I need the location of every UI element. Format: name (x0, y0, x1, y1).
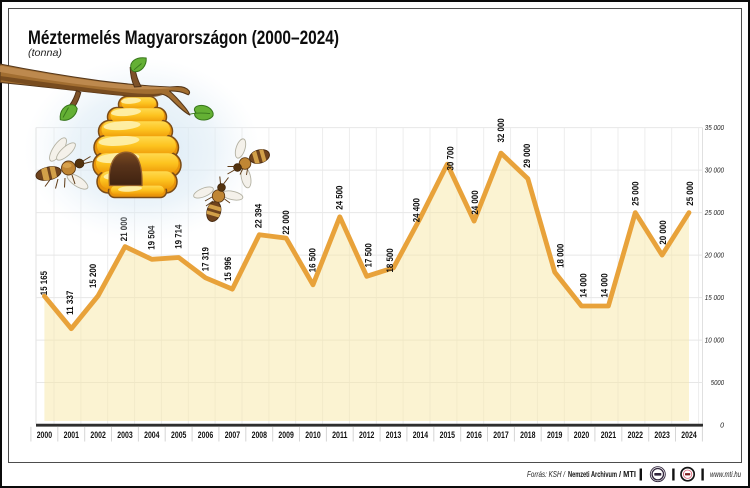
svg-text:14 000: 14 000 (578, 273, 588, 297)
svg-text:2024: 2024 (681, 430, 697, 441)
svg-text:15 996: 15 996 (223, 257, 233, 281)
svg-text:(tonna): (tonna) (28, 47, 62, 59)
svg-text:2015: 2015 (440, 430, 456, 441)
svg-text:32 000: 32 000 (496, 118, 506, 142)
svg-text:29 000: 29 000 (522, 144, 532, 168)
svg-text:2002: 2002 (90, 430, 105, 441)
svg-text:2009: 2009 (278, 430, 293, 441)
svg-text:11 337: 11 337 (65, 291, 75, 315)
svg-text:2000: 2000 (37, 430, 52, 441)
svg-text:20 000: 20 000 (704, 251, 725, 260)
svg-text:2021: 2021 (601, 430, 617, 441)
svg-text:14 000: 14 000 (599, 273, 609, 297)
svg-text:2011: 2011 (332, 430, 348, 441)
svg-text:18 500: 18 500 (385, 248, 395, 272)
svg-text:2005: 2005 (171, 430, 187, 441)
svg-text:2007: 2007 (225, 430, 240, 441)
svg-text:2022: 2022 (628, 430, 643, 441)
svg-text:2006: 2006 (198, 430, 213, 441)
svg-text:24 500: 24 500 (335, 186, 345, 210)
svg-text:10 000: 10 000 (705, 336, 725, 345)
svg-text:2018: 2018 (520, 430, 536, 441)
svg-text:22 394: 22 394 (253, 204, 263, 228)
svg-text:2023: 2023 (654, 430, 669, 441)
svg-text:15 000: 15 000 (705, 293, 725, 302)
svg-text:Nemzeti Archivum: Nemzeti Archivum (568, 470, 617, 479)
svg-text:17 319: 17 319 (201, 247, 211, 271)
svg-text:2019: 2019 (547, 430, 562, 441)
svg-text:0: 0 (720, 421, 725, 430)
svg-text:16 500: 16 500 (308, 248, 318, 272)
svg-text:Méztermelés Magyarországon (20: Méztermelés Magyarországon (2000–2024) (28, 28, 339, 49)
svg-text:5000: 5000 (711, 378, 725, 387)
svg-text:www.mti.hu: www.mti.hu (710, 470, 741, 479)
svg-text:2003: 2003 (117, 430, 132, 441)
svg-text:18 000: 18 000 (555, 244, 565, 268)
svg-text:25 000: 25 000 (704, 208, 725, 217)
svg-text:2010: 2010 (305, 430, 320, 441)
svg-text:24 000: 24 000 (470, 190, 480, 214)
svg-text:2016: 2016 (466, 430, 481, 441)
svg-text:2013: 2013 (386, 430, 401, 441)
svg-text:2012: 2012 (359, 430, 374, 441)
svg-text:15 165: 15 165 (39, 271, 49, 295)
svg-text:Forrás: KSH /: Forrás: KSH / (527, 470, 566, 479)
svg-text:25 000: 25 000 (685, 182, 695, 206)
svg-text:24 400: 24 400 (412, 198, 422, 222)
svg-text:2004: 2004 (144, 430, 160, 441)
svg-text:25 000: 25 000 (631, 182, 641, 206)
svg-text:2014: 2014 (413, 430, 429, 441)
svg-text:2020: 2020 (574, 430, 589, 441)
svg-text:35 000: 35 000 (705, 123, 725, 132)
svg-text:2008: 2008 (252, 430, 268, 441)
svg-text:15 200: 15 200 (88, 264, 98, 288)
svg-text:2001: 2001 (64, 430, 80, 441)
svg-text:20 000: 20 000 (658, 220, 668, 244)
svg-text:/ MTI: / MTI (619, 470, 636, 479)
svg-text:17 500: 17 500 (363, 243, 373, 267)
svg-text:22 000: 22 000 (281, 210, 291, 234)
svg-text:2017: 2017 (493, 430, 508, 441)
svg-text:30 000: 30 000 (705, 166, 725, 175)
svg-text:30 700: 30 700 (445, 146, 455, 170)
